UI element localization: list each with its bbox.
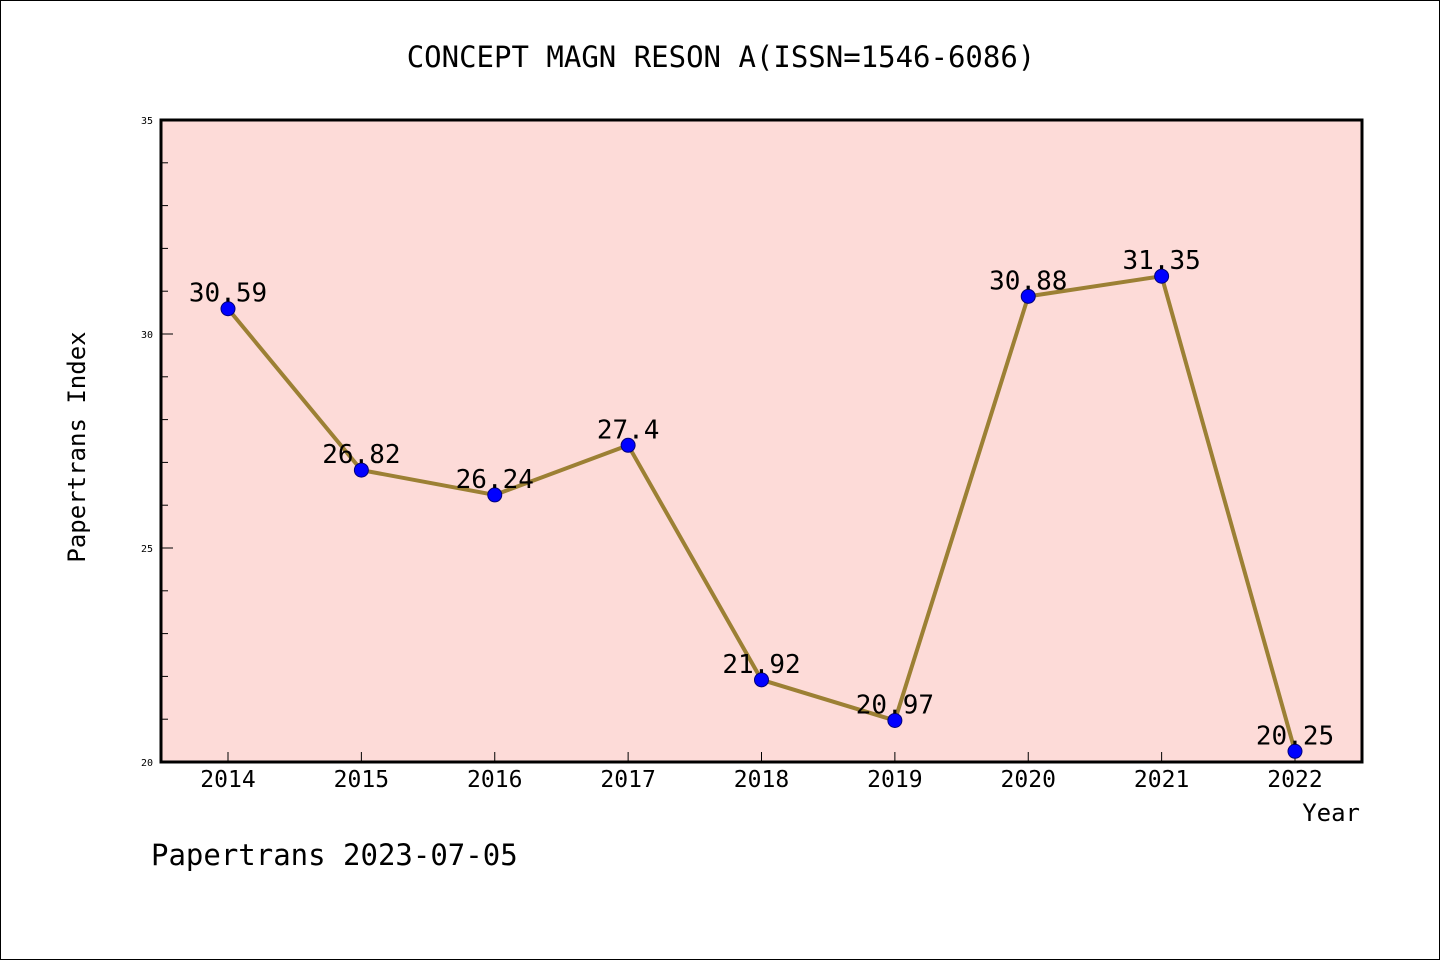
data-label: 27.4 [597, 415, 660, 445]
data-label: 30.59 [189, 279, 267, 309]
data-point [1287, 743, 1303, 759]
x-axis-label: Year [1302, 799, 1360, 827]
data-point [353, 462, 369, 478]
x-tick-label: 2016 [467, 767, 522, 793]
y-tick-label: 35 [141, 116, 153, 127]
data-label: 31.35 [1122, 246, 1200, 276]
data-point [620, 437, 636, 453]
y-tick-label: 30 [141, 330, 153, 341]
x-axis: 2014 2015 2016 2017 2018 2019 2020 2021 2022 [200, 752, 1323, 793]
data-label: 26.24 [456, 465, 534, 495]
x-tick-label: 2014 [200, 767, 255, 793]
x-tick-label: 2015 [334, 767, 389, 793]
data-point [754, 672, 769, 688]
data-point [220, 301, 236, 317]
data-point [1154, 268, 1170, 284]
data-label: 20.97 [856, 690, 934, 720]
chart-title: CONCEPT MAGN RESON A(ISSN=1546-6086) [407, 40, 1036, 74]
x-tick-label: 2019 [867, 767, 922, 793]
data-label: 21.92 [722, 650, 800, 680]
data-label: 20.25 [1256, 721, 1334, 751]
data-point [1020, 288, 1036, 304]
x-tick-label: 2018 [734, 767, 789, 793]
x-tick-label: 2022 [1267, 767, 1322, 793]
y-tick-label: 25 [141, 544, 153, 555]
y-axis: 20 25 30 35 [141, 116, 173, 769]
y-axis-label: Papertrans Index [63, 331, 91, 562]
series-layer: 30.59 26.82 26.24 27.4 21.92 20.97 30.88 31.35 2… [189, 246, 1334, 759]
plot-area [159, 118, 1364, 764]
data-point [887, 712, 903, 728]
x-tick-label: 2020 [1001, 767, 1056, 793]
y-tick-label: 20 [141, 758, 153, 769]
data-label: 30.88 [989, 266, 1067, 296]
data-point [487, 487, 503, 503]
x-tick-label: 2021 [1134, 767, 1189, 793]
data-label: 26.82 [322, 440, 400, 470]
watermark-text: Papertrans 2023-07-05 [151, 838, 518, 872]
x-tick-label: 2017 [600, 767, 655, 793]
